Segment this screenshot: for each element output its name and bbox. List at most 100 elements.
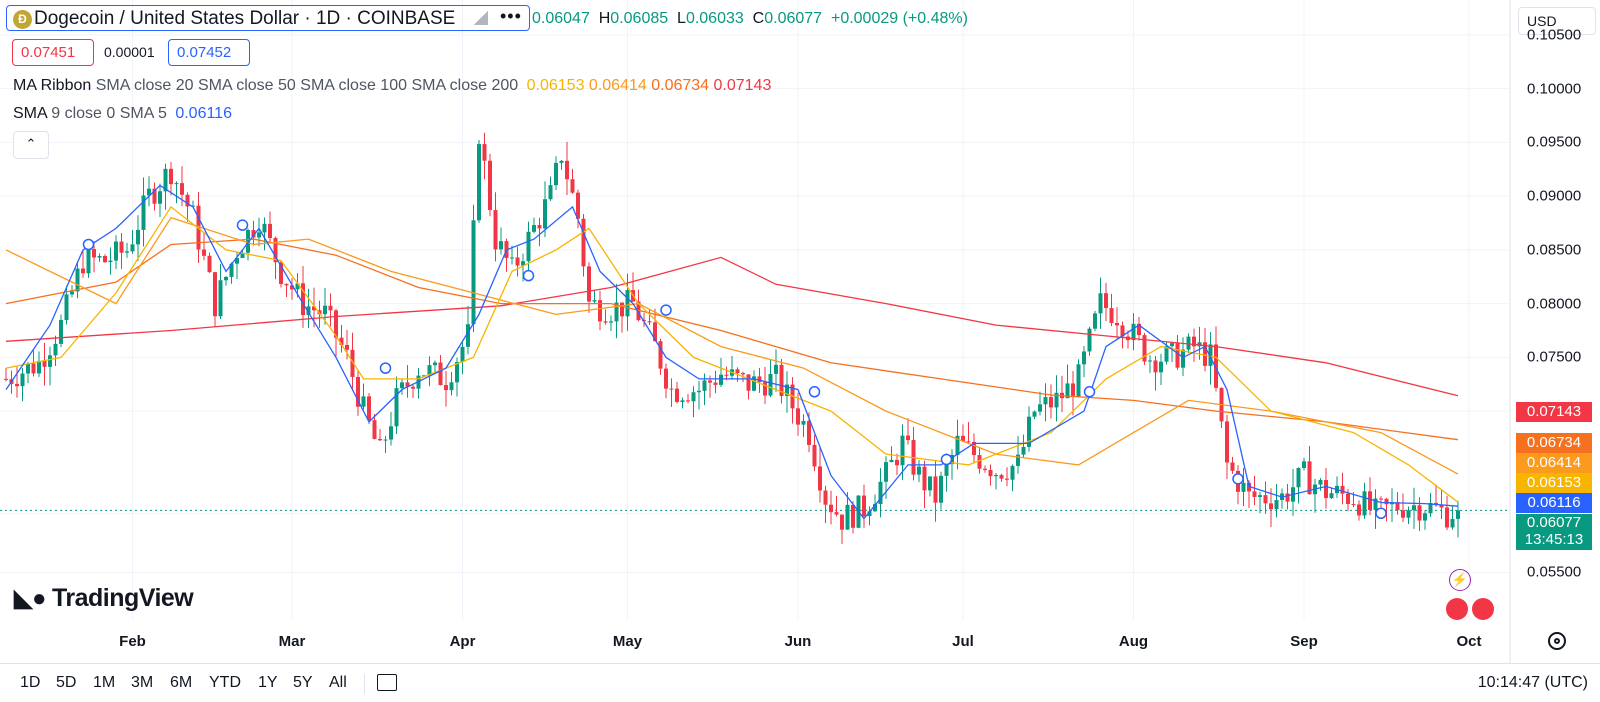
candle-body — [1170, 343, 1174, 347]
candle — [163, 163, 168, 210]
candle — [581, 214, 586, 277]
candle-body — [840, 514, 844, 530]
candle — [493, 192, 498, 262]
lightning-event-icon[interactable]: ⚡ — [1449, 569, 1471, 591]
candle — [537, 217, 542, 247]
candle-body — [339, 337, 344, 345]
candle — [719, 357, 723, 387]
clock-readout[interactable]: 10:14:47 (UTC) — [1477, 674, 1588, 691]
symbol-search-box[interactable] — [6, 5, 530, 31]
candle — [988, 464, 993, 486]
ask-button[interactable]: 0.07452 — [168, 39, 250, 66]
ma-ribbon-value-200: 0.07143 — [713, 77, 772, 94]
candle-body — [152, 188, 157, 204]
candle-body — [1120, 325, 1125, 337]
tradingview-logo[interactable]: ◣● TradingView — [14, 584, 194, 613]
candle — [323, 288, 327, 325]
price-chart[interactable] — [0, 0, 1600, 663]
candle-body — [889, 459, 894, 463]
ma-ribbon-name: MA Ribbon — [13, 77, 92, 94]
candle — [1159, 353, 1163, 386]
candle-body — [752, 376, 756, 391]
candle-body — [1197, 342, 1202, 347]
candle — [328, 293, 333, 327]
range-5d-button[interactable]: 5D — [56, 674, 77, 691]
candle-body — [1263, 495, 1268, 504]
candle — [433, 360, 437, 373]
currency-select[interactable]: USD — [1518, 7, 1596, 35]
bid-button[interactable]: 0.07451 — [12, 39, 94, 66]
more-options-button[interactable]: ••• — [500, 6, 522, 26]
spread-value: 0.00001 — [104, 44, 155, 60]
hide-legend-icon[interactable] — [474, 11, 488, 25]
range-1m-button[interactable]: 1M — [93, 674, 116, 691]
range-1d-button[interactable]: 1D — [20, 674, 41, 691]
candle-body — [367, 396, 371, 421]
candle-body — [433, 362, 437, 366]
candle — [1043, 383, 1048, 422]
candle — [103, 254, 107, 264]
sma-legend[interactable]: SMA 9 close 0 SMA 5 0.06116 — [13, 105, 232, 123]
candle — [152, 182, 157, 211]
range-6m-button[interactable]: 6M — [170, 674, 193, 691]
us-flag-event-icon-2[interactable] — [1472, 598, 1494, 620]
candle-body — [444, 385, 448, 391]
candle-body — [1318, 480, 1323, 485]
candle — [361, 383, 366, 410]
candle — [1005, 467, 1009, 487]
gear-icon[interactable] — [1548, 632, 1566, 650]
candle — [1302, 457, 1306, 471]
chevron-up-icon: ⌃ — [25, 136, 37, 151]
candle-body — [647, 321, 652, 323]
collapse-legend-button[interactable]: ⌃ — [13, 131, 49, 159]
candle — [367, 393, 371, 425]
candle-body — [312, 306, 316, 311]
candle — [713, 370, 718, 394]
range-5y-button[interactable]: 5Y — [293, 674, 313, 691]
candle-body — [169, 168, 173, 185]
symbol-title[interactable]: Dogecoin / United States Dollar · 1D · C… — [34, 8, 456, 29]
candle — [933, 460, 938, 522]
candle — [444, 370, 448, 407]
candle — [482, 132, 487, 180]
candle-body — [1181, 349, 1185, 368]
candle — [339, 325, 344, 353]
candle — [680, 397, 685, 409]
candle — [559, 159, 564, 170]
candle — [851, 501, 855, 534]
candle-body — [37, 360, 41, 374]
range-1y-button[interactable]: 1Y — [258, 674, 278, 691]
candle-body — [1093, 313, 1097, 329]
range-3m-button[interactable]: 3M — [131, 674, 154, 691]
candle — [565, 141, 569, 195]
candle — [867, 506, 872, 526]
candle — [4, 368, 8, 382]
candle — [785, 371, 789, 413]
candle-body — [988, 469, 993, 477]
bottom-toolbar: 1D 5D 1M 3M 6M YTD 1Y 5Y All 10:14:47 (U… — [0, 663, 1600, 702]
candle — [1049, 384, 1053, 419]
goto-date-icon[interactable] — [377, 674, 397, 691]
candle-body — [136, 229, 140, 245]
candle-body — [708, 380, 712, 383]
candle — [702, 373, 707, 406]
candle — [796, 392, 800, 436]
ma-ribbon-legend[interactable]: MA Ribbon SMA close 20 SMA close 50 SMA … — [13, 77, 771, 95]
us-flag-event-icon[interactable] — [1446, 598, 1468, 620]
candle — [356, 369, 360, 416]
candle — [950, 449, 954, 480]
range-ytd-button[interactable]: YTD — [209, 674, 241, 691]
candle — [1236, 465, 1240, 505]
candle — [471, 204, 476, 333]
candle — [614, 283, 619, 339]
range-all-button[interactable]: All — [329, 674, 347, 691]
candle-body — [394, 388, 399, 427]
candle — [290, 278, 294, 300]
candle — [1450, 505, 1455, 530]
candle-body — [92, 249, 96, 258]
candle — [675, 381, 679, 404]
candle-body — [933, 476, 938, 503]
candle-body — [1065, 383, 1070, 399]
ma-line-sma-close-20 — [5, 205, 1459, 503]
sma-cross-marker — [1232, 473, 1244, 485]
